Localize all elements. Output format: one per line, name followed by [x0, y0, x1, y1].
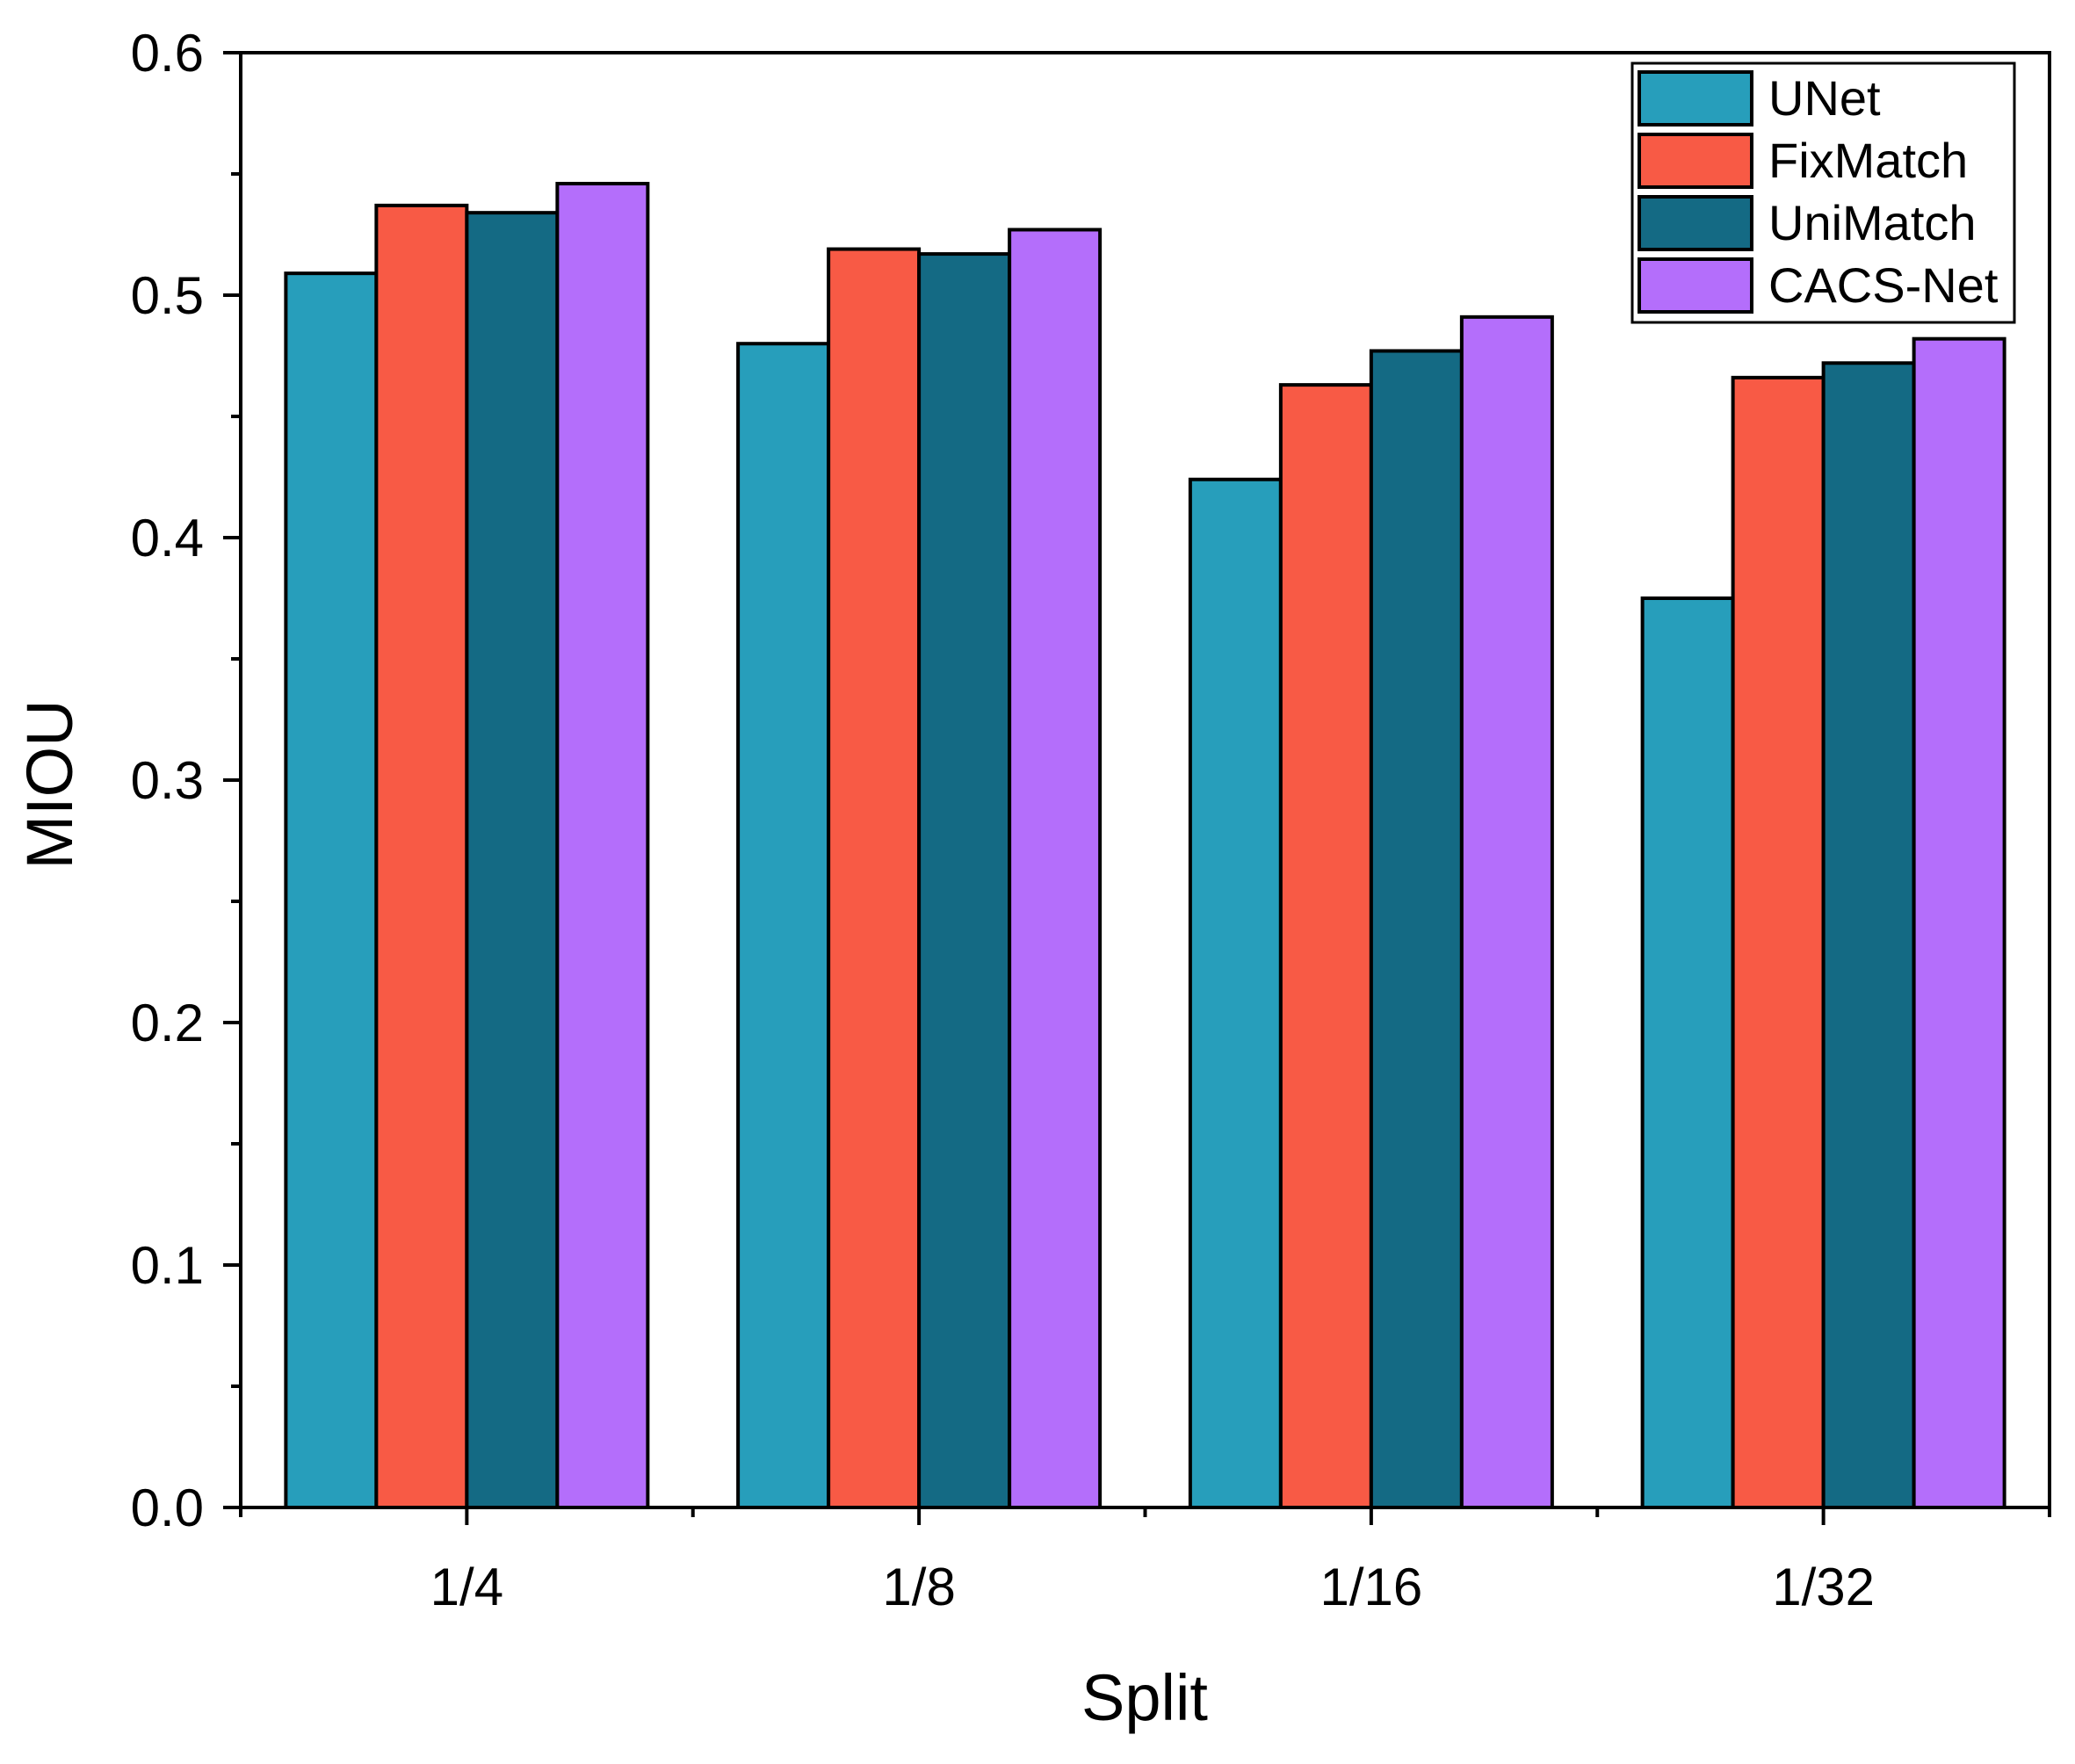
- bar-unet-1-16: [1188, 477, 1283, 1509]
- bar-fixmatch-1-4: [374, 203, 469, 1509]
- y-tick-label: 0.1: [131, 1236, 204, 1295]
- bar-fixmatch-1-32: [1731, 375, 1826, 1510]
- y-axis-title: MIOU: [13, 699, 86, 869]
- x-tick-label-1-4: 1/4: [430, 1558, 503, 1616]
- legend-swatch-fixmatch: [1638, 133, 1753, 189]
- bars-layer: [284, 182, 2006, 1510]
- bar-unimatch-1-4: [465, 211, 560, 1509]
- bar-cacs-net-1-8: [1008, 228, 1103, 1510]
- y-tick-label: 0.6: [131, 24, 204, 83]
- x-tick-label-1-16: 1/16: [1319, 1558, 1422, 1616]
- bar-cacs-net-1-4: [555, 182, 650, 1509]
- legend-label-unet: UNet: [1768, 70, 1881, 126]
- bar-unet-1-32: [1640, 596, 1735, 1509]
- y-tick-label: 0.5: [131, 266, 204, 325]
- x-axis-title: Split: [1081, 1661, 1208, 1734]
- ticks-layer: 0.0 0.1 0.2 0.3 0.4 0.5 0.6 1/4 1/8 1/16 1/32: [131, 24, 2051, 1616]
- legend-label-fixmatch: FixMatch: [1768, 133, 1968, 188]
- bar-unimatch-1-8: [917, 252, 1012, 1510]
- bar-unimatch-1-16: [1369, 349, 1464, 1510]
- y-tick-label: 0.3: [131, 751, 204, 810]
- bar-unet-1-8: [736, 342, 831, 1510]
- bar-cacs-net-1-32: [1912, 336, 2006, 1509]
- y-tick-label: 0.2: [131, 994, 204, 1052]
- legend-swatch-unet: [1638, 70, 1753, 127]
- legend-swatch-cacs-net: [1638, 257, 1753, 314]
- legend-swatch-unimatch: [1638, 195, 1753, 251]
- y-tick-label: 0.4: [131, 509, 204, 568]
- y-tick-label: 0.0: [131, 1478, 204, 1537]
- legend-label-unimatch: UniMatch: [1768, 195, 1977, 250]
- legend: UNet FixMatch UniMatch CACS-Net: [1630, 61, 2016, 324]
- x-tick-label-1-8: 1/8: [882, 1558, 955, 1616]
- bar-fixmatch-1-8: [827, 247, 922, 1509]
- bar-unimatch-1-32: [1821, 361, 1916, 1509]
- bar-unet-1-4: [284, 271, 379, 1509]
- bar-fixmatch-1-16: [1278, 383, 1373, 1509]
- bar-cacs-net-1-16: [1459, 314, 1554, 1510]
- x-tick-label-1-32: 1/32: [1772, 1558, 1875, 1616]
- legend-label-cacs-net: CACS-Net: [1768, 257, 1999, 313]
